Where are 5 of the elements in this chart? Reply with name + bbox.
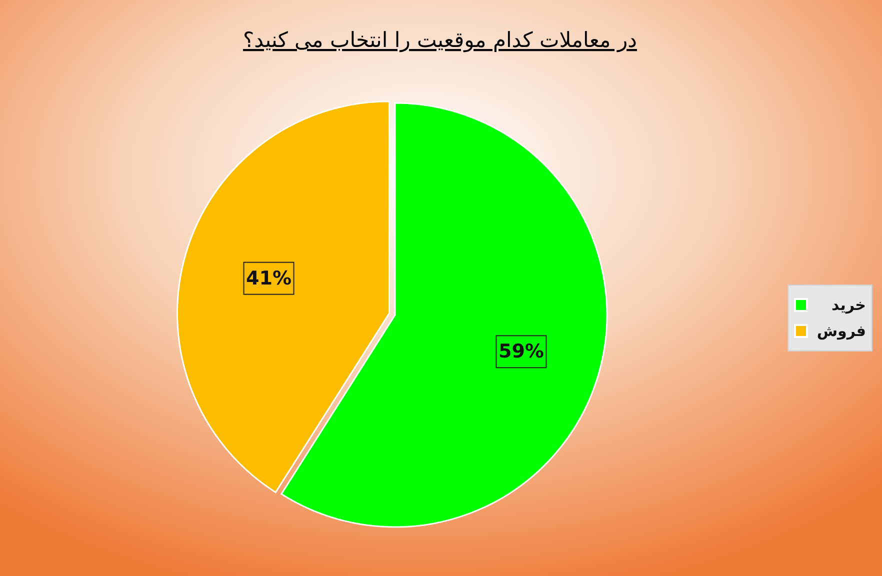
data-label: 41% — [246, 267, 292, 290]
chart-title: در معاملات کدام موقعیت را انتخاب می کنید؟ — [243, 28, 637, 53]
legend-label: فروش — [816, 322, 866, 340]
data-label: 59% — [498, 340, 544, 363]
legend-label: خرید — [832, 296, 866, 314]
